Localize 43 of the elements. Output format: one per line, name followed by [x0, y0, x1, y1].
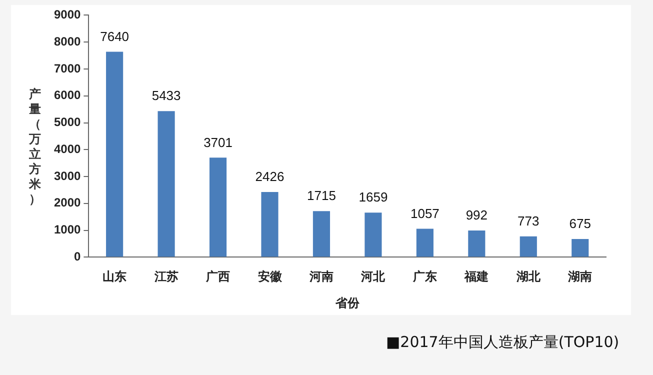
x-tick-label: 河南	[308, 270, 334, 284]
x-tick-label: 安徽	[258, 270, 283, 284]
y-tick-label: 2000	[54, 196, 82, 210]
y-tick-label: 1000	[54, 222, 82, 237]
y-tick-label: 6000	[54, 88, 82, 102]
y-axis-title: 产量（万立方米）	[28, 87, 42, 207]
y-tick-label: 8000	[54, 34, 82, 48]
data-label: 7640	[100, 28, 130, 44]
bar	[312, 211, 330, 257]
y-tick-label: 0	[74, 250, 82, 264]
text: ■2017年中国人造板产量(TOP10)	[386, 333, 620, 352]
x-tick-label: 广东	[412, 270, 437, 284]
y-tick-label: 5000	[54, 115, 82, 130]
bar	[572, 239, 589, 257]
bar	[416, 228, 434, 257]
data-label: 1659	[358, 190, 388, 205]
x-tick-label: 广西	[205, 270, 230, 284]
data-label: 2426	[255, 169, 284, 184]
data-label: 5433	[152, 88, 181, 104]
bar	[364, 212, 382, 257]
data-label: 992	[466, 208, 488, 223]
bar	[468, 230, 486, 257]
x-tick-label: 江苏	[153, 270, 178, 284]
data-label: 675	[569, 216, 591, 232]
x-tick-label: 河北	[360, 270, 386, 284]
y-tick-label: 7000	[54, 61, 82, 76]
y-tick-label: 9000	[54, 8, 82, 22]
bar	[209, 158, 227, 257]
bar	[106, 52, 124, 257]
x-tick-label: 福建	[464, 270, 489, 284]
bar	[520, 236, 537, 257]
data-label: 1057	[410, 206, 440, 221]
x-tick-label: 湖北	[515, 270, 542, 284]
x-axis-title: 省份	[334, 296, 360, 310]
bar	[158, 111, 175, 257]
data-label: 773	[518, 213, 540, 228]
bar	[261, 192, 278, 257]
data-label: 1715	[307, 188, 336, 204]
y-tick-label: 4000	[54, 142, 82, 156]
data-label: 3701	[204, 134, 232, 150]
y-tick-label: 3000	[54, 168, 82, 183]
x-tick-label: 湖南	[567, 270, 592, 284]
x-tick-label: 山东	[102, 270, 127, 284]
